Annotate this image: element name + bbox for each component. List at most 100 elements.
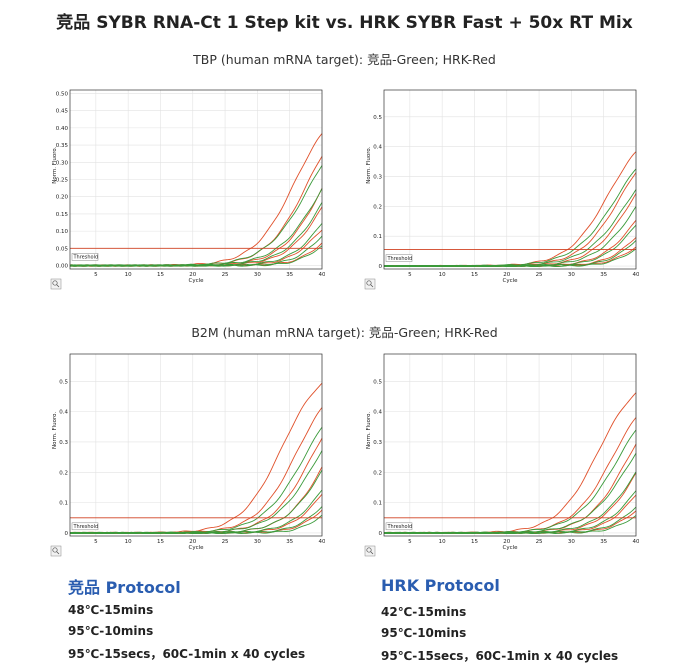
plot-area	[384, 354, 636, 536]
x-tick-label: 20	[189, 539, 196, 545]
zoom-tool-icon	[364, 545, 376, 557]
magnifier-icon	[366, 547, 372, 553]
chart-b2m-hrk: 5 10 15 20 25 30 35 40 0 0.1 0.2 0.3 0.4 0.5 Cycle Norm…	[364, 353, 640, 557]
x-tick-label: 40	[319, 539, 326, 545]
protocol-title-hrk: HRK Protocol	[381, 576, 500, 595]
threshold-label: Threshold	[73, 524, 99, 530]
protocol-line: 95℃-10mins	[381, 626, 467, 640]
section-title-tbp: TBP (human mRNA target): 竞品-Green; HRK-R…	[193, 52, 496, 67]
y-tick-label: 0.2	[373, 470, 382, 476]
y-tick-label: 0.3	[373, 175, 382, 181]
x-tick-label: 25	[222, 539, 229, 545]
x-tick-label: 30	[254, 539, 261, 545]
x-tick-label: 15	[157, 272, 164, 278]
threshold-label-box	[71, 522, 99, 531]
threshold-label-box	[71, 253, 99, 261]
y-tick-label: 0.2	[373, 204, 382, 210]
plot-frame	[69, 89, 323, 270]
y-tick-label: 0.25	[56, 178, 69, 184]
x-axis-label: Cycle	[188, 278, 204, 284]
protocol-line: 95℃-15secs，60C-1min x 40 cycles	[68, 647, 306, 661]
y-tick-label: 0.5	[373, 115, 382, 121]
x-tick-label: 35	[600, 272, 607, 278]
y-tick-label: 0	[65, 531, 69, 537]
x-tick-label: 35	[600, 539, 607, 545]
magnifier-icon	[52, 547, 58, 553]
plot-frame	[69, 353, 323, 537]
x-tick-label: 10	[439, 272, 446, 278]
section-title-b2m: B2M (human mRNA target): 竞品-Green; HRK-R…	[191, 325, 498, 340]
y-tick-label: 0.4	[373, 410, 382, 416]
green-curve	[383, 224, 637, 268]
protocol-title-competitor: 竞品 Protocol	[68, 578, 181, 597]
x-tick-label: 40	[633, 272, 640, 278]
x-tick-label: 5	[94, 272, 98, 278]
x-tick-label: 30	[568, 539, 575, 545]
x-tick-label: 40	[319, 272, 326, 278]
green-curve	[69, 245, 323, 267]
green-curve	[383, 248, 637, 268]
threshold-label-box	[385, 522, 413, 531]
magnifier-handle-icon	[56, 551, 60, 555]
x-tick-label: 35	[286, 272, 293, 278]
y-tick-label: 0.5	[59, 379, 68, 385]
magnifier-handle-icon	[370, 284, 374, 288]
magnifier-icon	[366, 280, 372, 286]
x-tick-label: 5	[408, 539, 412, 545]
green-curve	[69, 223, 323, 267]
x-tick-label: 30	[568, 272, 575, 278]
magnifier-icon	[52, 280, 58, 286]
threshold-label: Threshold	[387, 256, 413, 262]
chart-tbp-competitor: 5 10 15 20 25 30 35 40 0.00 0.05 0.10 0.15 0.20 0.25 0…	[50, 89, 326, 290]
y-tick-label: 0.10	[56, 229, 69, 235]
protocol-line: 95℃-10mins	[68, 624, 154, 638]
y-tick-label: 0.1	[59, 501, 68, 507]
x-tick-label: 15	[471, 539, 478, 545]
chart-tbp-hrk: 5 10 15 20 25 30 35 40 0 0.1 0.2 0.3 0.4 0.5 Cycle Norm…	[364, 89, 640, 290]
x-tick-label: 40	[633, 539, 640, 545]
protocol-line: 95℃-15secs，60C-1min x 40 cycles	[381, 649, 619, 663]
x-tick-label: 25	[536, 539, 543, 545]
y-axis-label: Norm. Fluoro.	[366, 412, 372, 449]
y-tick-label: 0	[379, 531, 383, 537]
zoom-tool-icon	[50, 278, 62, 290]
x-tick-label: 5	[94, 539, 98, 545]
x-axis-label: Cycle	[188, 545, 204, 551]
green-curve	[69, 514, 323, 535]
y-tick-label: 0.1	[373, 501, 382, 507]
y-axis-label: Norm. Fluoro.	[52, 146, 58, 183]
zoom-tool-icon	[364, 278, 376, 290]
x-axis-label: Cycle	[502, 278, 518, 284]
y-tick-label: 0.5	[373, 379, 382, 385]
plot-area	[384, 90, 636, 269]
y-tick-label: 0.35	[56, 143, 69, 149]
y-tick-label: 0.45	[56, 109, 69, 115]
y-tick-label: 0	[379, 264, 383, 270]
x-tick-label: 15	[157, 539, 164, 545]
threshold-label-box	[385, 254, 413, 262]
green-curve	[383, 490, 637, 535]
threshold-label: Threshold	[73, 255, 99, 261]
y-tick-label: 0.40	[56, 126, 69, 132]
magnifier-handle-icon	[370, 551, 374, 555]
x-tick-label: 20	[503, 539, 510, 545]
y-tick-label: 0.2	[59, 470, 68, 476]
y-axis-label: Norm. Fluoro.	[366, 146, 372, 183]
x-tick-label: 10	[125, 272, 132, 278]
x-tick-label: 10	[439, 539, 446, 545]
x-tick-label: 20	[503, 272, 510, 278]
x-tick-label: 10	[125, 539, 132, 545]
plot-frame	[383, 89, 637, 270]
protocol-line: 42℃-15mins	[381, 605, 467, 619]
x-tick-label: 5	[408, 272, 412, 278]
threshold-label: Threshold	[387, 524, 413, 530]
plot-frame	[383, 353, 637, 537]
x-tick-label: 25	[536, 272, 543, 278]
y-tick-label: 0.50	[56, 91, 69, 97]
x-tick-label: 35	[286, 539, 293, 545]
y-tick-label: 0.05	[56, 246, 69, 252]
y-tick-label: 0.3	[373, 440, 382, 446]
green-curve	[383, 515, 637, 535]
y-tick-label: 0.15	[56, 212, 69, 218]
y-tick-label: 0.20	[56, 195, 69, 201]
